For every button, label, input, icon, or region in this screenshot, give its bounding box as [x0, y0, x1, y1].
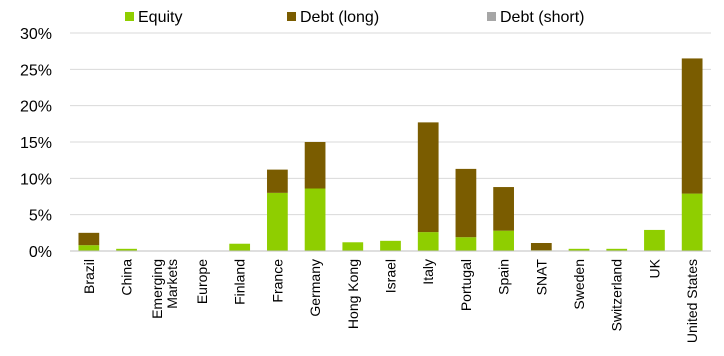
x-tick-label: Israel — [383, 259, 399, 293]
svg-text:UK: UK — [646, 258, 662, 278]
bar-equity-9 — [417, 232, 439, 251]
bar-debt-long-16 — [681, 58, 703, 194]
legend: Equity Debt (long) Debt (short) — [125, 9, 584, 26]
legend-label: Debt (long) — [300, 9, 379, 26]
svg-text:Switzerland: Switzerland — [609, 259, 625, 331]
bar-equity-4 — [229, 243, 251, 251]
x-tick-label: United States — [684, 259, 700, 343]
bar-debt-long-12 — [530, 243, 552, 251]
bar-equity-6 — [304, 188, 326, 251]
x-tick-label: Portugal — [458, 259, 474, 311]
bar-equity-8 — [380, 240, 401, 251]
bar-equity-7 — [342, 242, 364, 251]
y-tick-label: 25% — [20, 62, 52, 79]
svg-text:Hong Kong: Hong Kong — [345, 259, 361, 329]
bar-equity-10 — [455, 237, 477, 251]
x-tick-label: Sweden — [571, 259, 587, 310]
legend-label: Debt (short) — [500, 9, 584, 26]
x-tick-label: Hong Kong — [345, 259, 361, 329]
bar-debt-long-11 — [493, 187, 514, 231]
y-tick-label: 0% — [29, 244, 52, 261]
y-tick-label: 10% — [20, 171, 52, 188]
x-tick-label: Brazil — [81, 259, 97, 294]
legend-item-1: Debt (long) — [287, 9, 379, 26]
bar-equity-1 — [116, 248, 137, 251]
bar-equity-16 — [681, 193, 703, 251]
svg-text:Israel: Israel — [383, 259, 399, 293]
legend-item-2: Debt (short) — [487, 9, 584, 26]
bar-debt-long-0 — [78, 232, 100, 246]
bar-equity-14 — [606, 248, 628, 251]
legend-swatch — [125, 12, 134, 21]
x-tick-label: Switzerland — [609, 259, 625, 331]
y-axis-tick-labels: 0% 5% 10% 15% 20% 25% 30% — [20, 26, 52, 261]
x-tick-label: Finland — [232, 259, 248, 305]
legend-label: Equity — [138, 9, 182, 26]
x-tick-label: SNAT — [533, 259, 549, 296]
x-tick-label: UK — [646, 258, 662, 278]
svg-text:EmergingMarkets: EmergingMarkets — [149, 259, 180, 319]
legend-swatch — [487, 12, 496, 21]
x-tick-label: China — [119, 259, 135, 296]
svg-text:Italy: Italy — [420, 259, 436, 285]
x-axis-tick-labels: Brazil China EmergingMarkets Europe Finland F… — [81, 258, 700, 343]
x-tick-label: Italy — [420, 259, 436, 285]
bar-equity-13 — [568, 248, 590, 251]
y-tick-label: 30% — [20, 26, 52, 43]
bar-debt-long-5 — [267, 169, 288, 193]
svg-text:Sweden: Sweden — [571, 259, 587, 310]
legend-swatch — [287, 12, 296, 21]
bar-equity-11 — [493, 230, 514, 251]
bar-debt-long-10 — [455, 168, 477, 238]
gridlines — [70, 32, 711, 216]
bar-equity-5 — [267, 192, 288, 251]
svg-text:Europe: Europe — [194, 259, 210, 304]
svg-text:Brazil: Brazil — [81, 259, 97, 294]
svg-text:France: France — [269, 259, 285, 303]
svg-text:Spain: Spain — [496, 259, 512, 295]
y-tick-label: 20% — [20, 99, 52, 116]
svg-text:United States: United States — [684, 259, 700, 343]
x-tick-label: EmergingMarkets — [149, 259, 180, 319]
svg-text:Portugal: Portugal — [458, 259, 474, 311]
y-tick-label: 5% — [29, 208, 52, 225]
x-tick-label: France — [269, 259, 285, 303]
bars — [78, 58, 703, 251]
bar-debt-long-6 — [304, 142, 326, 189]
bar-equity-15 — [644, 229, 665, 251]
svg-text:SNAT: SNAT — [533, 259, 549, 296]
svg-text:Finland: Finland — [232, 259, 248, 305]
svg-text:Germany: Germany — [307, 259, 323, 317]
legend-item-0: Equity — [125, 9, 182, 26]
x-tick-label: Spain — [496, 259, 512, 295]
y-tick-label: 15% — [20, 135, 52, 152]
x-tick-label: Europe — [194, 259, 210, 304]
bar-equity-0 — [78, 245, 100, 251]
x-tick-label: Germany — [307, 259, 323, 317]
bar-debt-long-9 — [417, 122, 439, 233]
svg-text:China: China — [119, 259, 135, 296]
